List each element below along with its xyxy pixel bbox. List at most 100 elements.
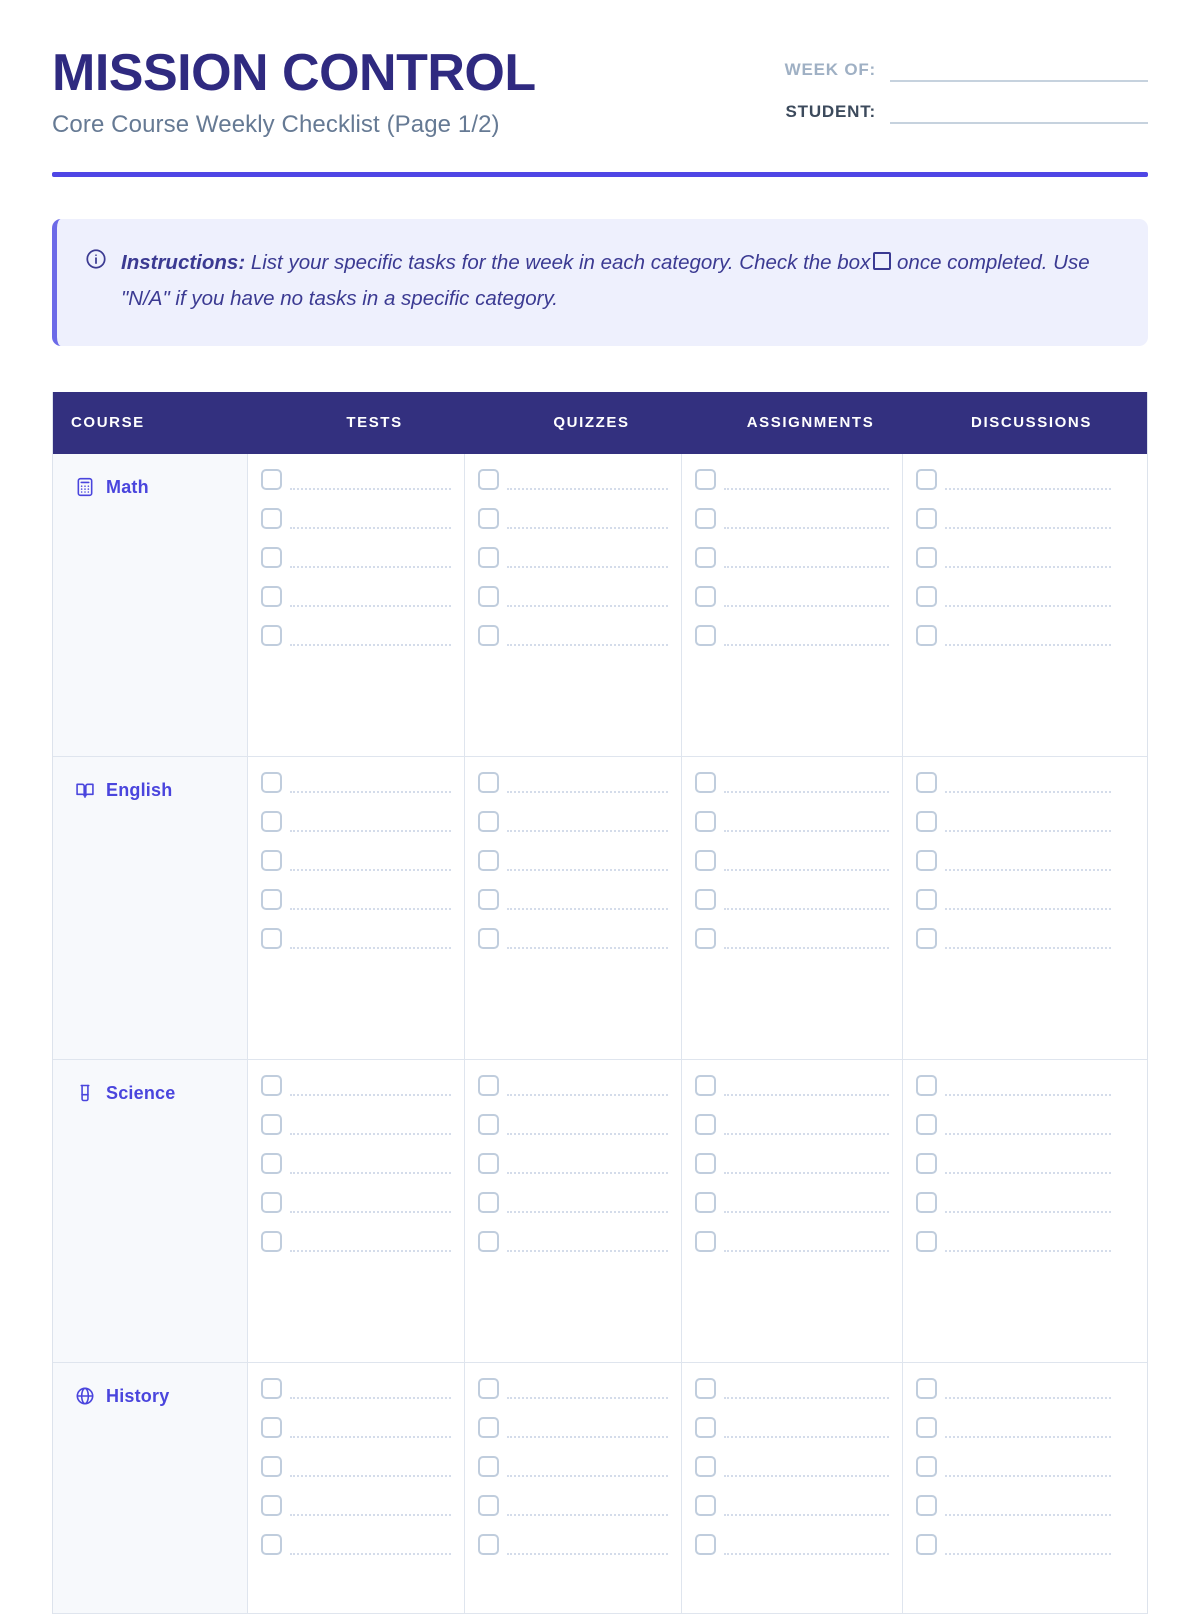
- task-checkbox[interactable]: [478, 468, 499, 490]
- task-write-line[interactable]: [724, 507, 889, 529]
- task-checkbox[interactable]: [916, 1416, 937, 1438]
- task-write-line[interactable]: [945, 1494, 1111, 1516]
- task-write-line[interactable]: [290, 546, 451, 568]
- task-checkbox[interactable]: [695, 1494, 716, 1516]
- task-write-line[interactable]: [945, 468, 1111, 490]
- task-write-line[interactable]: [945, 771, 1111, 793]
- task-checkbox[interactable]: [261, 849, 282, 871]
- task-write-line[interactable]: [724, 1113, 889, 1135]
- task-checkbox[interactable]: [478, 1113, 499, 1135]
- task-checkbox[interactable]: [261, 546, 282, 568]
- task-write-line[interactable]: [507, 1494, 668, 1516]
- task-checkbox[interactable]: [695, 1377, 716, 1399]
- task-checkbox[interactable]: [478, 1074, 499, 1096]
- task-checkbox[interactable]: [261, 585, 282, 607]
- task-checkbox[interactable]: [695, 507, 716, 529]
- task-write-line[interactable]: [724, 1377, 889, 1399]
- task-write-line[interactable]: [945, 1533, 1111, 1555]
- task-checkbox[interactable]: [916, 1152, 937, 1174]
- task-checkbox[interactable]: [916, 771, 937, 793]
- task-write-line[interactable]: [507, 1113, 668, 1135]
- task-checkbox[interactable]: [695, 849, 716, 871]
- task-write-line[interactable]: [945, 507, 1111, 529]
- task-write-line[interactable]: [724, 1416, 889, 1438]
- task-checkbox[interactable]: [261, 1152, 282, 1174]
- task-checkbox[interactable]: [695, 1113, 716, 1135]
- task-checkbox[interactable]: [261, 1074, 282, 1096]
- task-write-line[interactable]: [290, 1230, 451, 1252]
- task-checkbox[interactable]: [261, 1377, 282, 1399]
- task-checkbox[interactable]: [261, 507, 282, 529]
- task-write-line[interactable]: [945, 927, 1111, 949]
- task-write-line[interactable]: [290, 585, 451, 607]
- week-of-input[interactable]: [890, 60, 1148, 82]
- task-write-line[interactable]: [724, 1152, 889, 1174]
- task-checkbox[interactable]: [261, 1416, 282, 1438]
- task-write-line[interactable]: [724, 585, 889, 607]
- task-write-line[interactable]: [507, 1455, 668, 1477]
- task-checkbox[interactable]: [916, 927, 937, 949]
- task-checkbox[interactable]: [478, 507, 499, 529]
- task-checkbox[interactable]: [916, 1455, 937, 1477]
- task-write-line[interactable]: [724, 1455, 889, 1477]
- task-write-line[interactable]: [945, 585, 1111, 607]
- task-write-line[interactable]: [290, 507, 451, 529]
- task-checkbox[interactable]: [261, 624, 282, 646]
- task-write-line[interactable]: [945, 1416, 1111, 1438]
- task-checkbox[interactable]: [916, 546, 937, 568]
- task-write-line[interactable]: [290, 1533, 451, 1555]
- task-checkbox[interactable]: [478, 1377, 499, 1399]
- student-input[interactable]: [890, 102, 1148, 124]
- task-write-line[interactable]: [290, 1152, 451, 1174]
- task-checkbox[interactable]: [695, 888, 716, 910]
- task-checkbox[interactable]: [478, 1533, 499, 1555]
- task-write-line[interactable]: [290, 1494, 451, 1516]
- task-checkbox[interactable]: [261, 771, 282, 793]
- task-checkbox[interactable]: [478, 1494, 499, 1516]
- task-write-line[interactable]: [724, 1230, 889, 1252]
- task-checkbox[interactable]: [695, 927, 716, 949]
- task-checkbox[interactable]: [916, 1230, 937, 1252]
- task-checkbox[interactable]: [916, 1113, 937, 1135]
- task-write-line[interactable]: [290, 1191, 451, 1213]
- task-write-line[interactable]: [945, 1377, 1111, 1399]
- task-checkbox[interactable]: [261, 810, 282, 832]
- task-checkbox[interactable]: [261, 888, 282, 910]
- task-checkbox[interactable]: [478, 585, 499, 607]
- task-checkbox[interactable]: [695, 1191, 716, 1213]
- task-write-line[interactable]: [290, 888, 451, 910]
- task-checkbox[interactable]: [916, 1533, 937, 1555]
- task-write-line[interactable]: [945, 1152, 1111, 1174]
- task-write-line[interactable]: [724, 1533, 889, 1555]
- task-write-line[interactable]: [290, 810, 451, 832]
- task-write-line[interactable]: [724, 624, 889, 646]
- task-checkbox[interactable]: [478, 849, 499, 871]
- task-write-line[interactable]: [290, 468, 451, 490]
- task-write-line[interactable]: [507, 507, 668, 529]
- task-checkbox[interactable]: [695, 810, 716, 832]
- task-write-line[interactable]: [945, 624, 1111, 646]
- task-checkbox[interactable]: [695, 1533, 716, 1555]
- task-write-line[interactable]: [945, 1230, 1111, 1252]
- task-write-line[interactable]: [507, 1416, 668, 1438]
- task-checkbox[interactable]: [695, 1230, 716, 1252]
- task-write-line[interactable]: [724, 468, 889, 490]
- task-checkbox[interactable]: [695, 1074, 716, 1096]
- task-write-line[interactable]: [507, 585, 668, 607]
- task-checkbox[interactable]: [478, 810, 499, 832]
- task-checkbox[interactable]: [478, 1455, 499, 1477]
- task-checkbox[interactable]: [261, 927, 282, 949]
- task-checkbox[interactable]: [478, 888, 499, 910]
- task-checkbox[interactable]: [695, 1416, 716, 1438]
- task-write-line[interactable]: [290, 1377, 451, 1399]
- task-write-line[interactable]: [507, 1152, 668, 1174]
- task-checkbox[interactable]: [478, 1230, 499, 1252]
- task-checkbox[interactable]: [916, 1191, 937, 1213]
- task-checkbox[interactable]: [916, 585, 937, 607]
- task-checkbox[interactable]: [478, 771, 499, 793]
- task-checkbox[interactable]: [695, 1152, 716, 1174]
- task-checkbox[interactable]: [695, 546, 716, 568]
- task-checkbox[interactable]: [916, 888, 937, 910]
- task-write-line[interactable]: [945, 1074, 1111, 1096]
- task-write-line[interactable]: [507, 927, 668, 949]
